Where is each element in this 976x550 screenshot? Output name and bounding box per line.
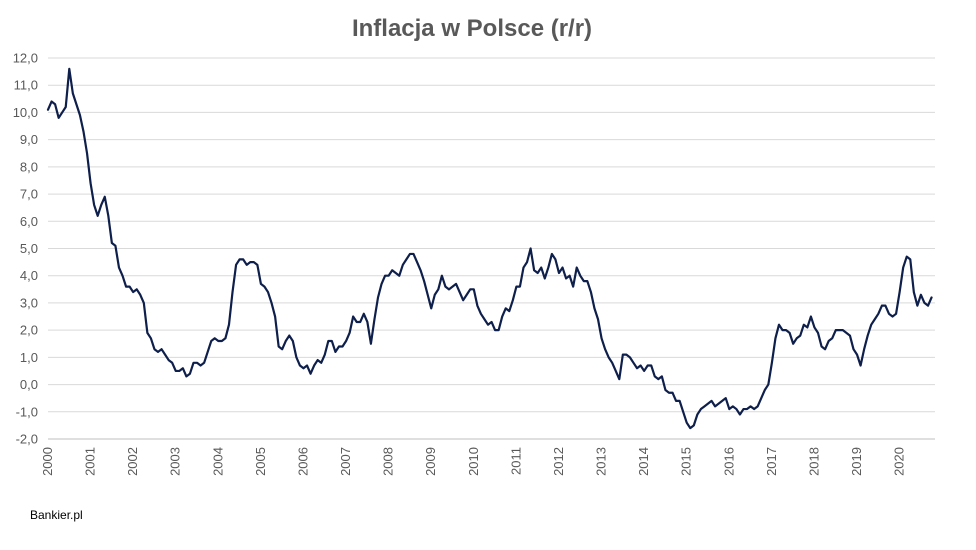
y-tick-label: 6,0 bbox=[20, 214, 38, 229]
x-tick-label: 2007 bbox=[338, 447, 353, 476]
source-label: Bankier.pl bbox=[30, 508, 83, 522]
x-tick-label: 2016 bbox=[721, 447, 736, 476]
x-tick-label: 2004 bbox=[210, 447, 225, 476]
chart-title: Inflacja w Polsce (r/r) bbox=[352, 15, 592, 42]
x-tick-label: 2002 bbox=[125, 447, 140, 476]
x-tick-label: 2005 bbox=[253, 447, 268, 476]
x-tick-label: 2017 bbox=[764, 447, 779, 476]
y-tick-label: 3,0 bbox=[20, 295, 38, 310]
y-tick-label: 8,0 bbox=[20, 159, 38, 174]
x-tick-label: 2012 bbox=[551, 447, 566, 476]
y-tick-label: 12,0 bbox=[13, 51, 38, 66]
y-tick-label: 5,0 bbox=[20, 241, 38, 256]
y-tick-label: 11,0 bbox=[14, 78, 38, 93]
gridlines bbox=[48, 57, 935, 413]
x-tick-label: 2018 bbox=[806, 447, 821, 476]
x-tick-label: 2013 bbox=[594, 447, 609, 476]
x-tick-label: 2019 bbox=[849, 447, 864, 476]
y-tick-label: 2,0 bbox=[20, 323, 38, 338]
series-line-inflation bbox=[46, 67, 933, 430]
x-tick-label: 2001 bbox=[83, 447, 98, 476]
y-tick-label: 4,0 bbox=[20, 268, 38, 283]
x-tick-label: 2011 bbox=[508, 447, 523, 475]
y-tick-label: 1,0 bbox=[20, 350, 38, 365]
x-tick-label: 2015 bbox=[679, 447, 694, 476]
x-tick-label: 2006 bbox=[295, 447, 310, 476]
y-tick-label: 10,0 bbox=[13, 105, 38, 120]
x-tick-label: 2008 bbox=[381, 447, 396, 476]
x-tick-label: 2014 bbox=[636, 447, 651, 476]
y-tick-label: 7,0 bbox=[20, 187, 38, 202]
y-tick-label: -1,0 bbox=[16, 404, 38, 419]
x-tick-label: 2003 bbox=[168, 447, 183, 476]
y-tick-label: -2,0 bbox=[16, 432, 38, 447]
x-tick-label: 2010 bbox=[466, 447, 481, 476]
y-axis-labels: 12,0 11,0 10,0 9,0 8,0 7,0 6,0 5,0 4,0 3,0 2,0 1,0 0… bbox=[13, 51, 38, 447]
x-tick-label: 2009 bbox=[423, 447, 438, 476]
x-tick-label: 2020 bbox=[892, 447, 907, 476]
x-axis-labels: 2000 2001 2002 2003 2004 2005 2006 2007 2008 2009… bbox=[40, 447, 907, 476]
x-tick-label: 2000 bbox=[40, 447, 55, 476]
y-tick-label: 0,0 bbox=[20, 377, 38, 392]
y-tick-label: 9,0 bbox=[20, 132, 38, 147]
